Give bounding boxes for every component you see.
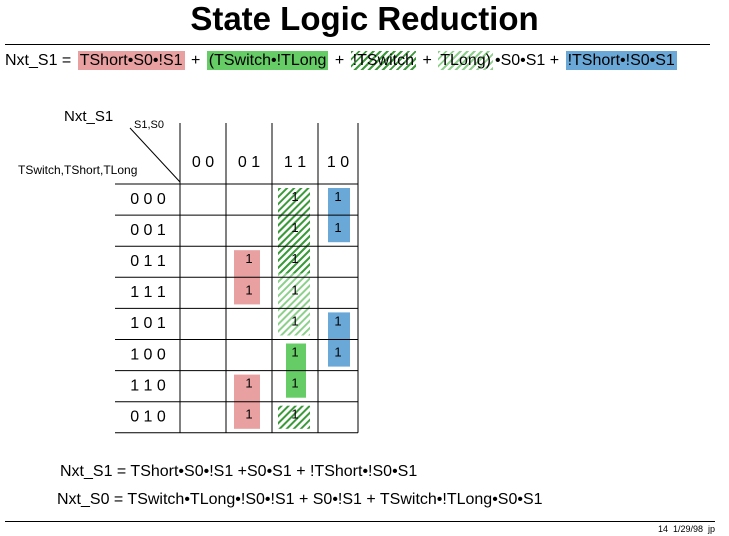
row-label: 1 0 1 <box>130 315 166 332</box>
diagonal <box>129 127 181 183</box>
eq-op: + <box>422 52 432 69</box>
col-label: 1 0 <box>327 154 349 171</box>
footer: 14 1/29/98 jp <box>657 524 715 534</box>
cell-value: 1 <box>245 376 252 391</box>
result: Nxt_S0 = TSwitch•TLong•!S0•!S1 + S0•!S1 … <box>57 491 543 508</box>
eq-term: TLong) <box>438 51 493 70</box>
col-label: 0 0 <box>192 154 214 171</box>
eq-term: TShort•S0•!S1 <box>77 51 185 70</box>
row-label: 0 0 1 <box>130 222 166 239</box>
eq-op: •S0•S1 + <box>494 52 560 69</box>
cell-value: 1 <box>291 407 298 422</box>
rule <box>5 521 715 522</box>
row-label: 0 1 1 <box>130 253 166 270</box>
rule <box>5 44 710 45</box>
row-label: 1 1 0 <box>130 377 166 394</box>
equation: Nxt_S1 = TShort•S0•!S1 + (TSwitch•!TLong… <box>3 51 677 70</box>
result: Nxt_S1 = TShort•S0•!S1 +S0•S1 + !TShort•… <box>60 463 418 480</box>
cell-value: 1 <box>291 251 298 266</box>
row-label: 1 0 0 <box>130 346 166 363</box>
eq-lhs: Nxt_S1 = <box>5 52 72 69</box>
cell-value: 1 <box>334 344 341 359</box>
row-vars: TSwitch,TShort,TLong <box>18 163 137 177</box>
highlight <box>278 405 310 429</box>
cell-value: 1 <box>291 313 298 328</box>
col-label: 1 1 <box>284 154 306 171</box>
cell-value: 1 <box>245 407 252 422</box>
cell-value: 1 <box>291 282 298 297</box>
title: State Logic Reduction <box>190 0 539 37</box>
kmap-output: Nxt_S1 <box>64 108 113 125</box>
eq-op: + <box>190 52 201 69</box>
col-vars: S1,S0 <box>134 119 164 131</box>
cell-value: 1 <box>245 282 252 297</box>
cell-value: 1 <box>291 376 298 391</box>
eq-term: !TSwitch <box>350 51 417 70</box>
cell-value: 1 <box>291 220 298 235</box>
row-label: 1 1 1 <box>130 284 166 301</box>
row-label: 0 0 0 <box>130 191 166 208</box>
row-label: 0 1 0 <box>130 408 166 425</box>
cell-value: 1 <box>334 313 341 328</box>
col-label: 0 1 <box>238 154 260 171</box>
cell-value: 1 <box>334 220 341 235</box>
eq-op: + <box>334 52 345 69</box>
cell-value: 1 <box>291 189 298 204</box>
cell-value: 1 <box>334 189 341 204</box>
cell-value: 1 <box>291 344 298 359</box>
eq-term: !TShort•!S0•S1 <box>565 51 677 70</box>
cell-value: 1 <box>245 251 252 266</box>
eq-term: (TSwitch•!TLong <box>206 51 329 70</box>
highlight <box>278 188 310 274</box>
